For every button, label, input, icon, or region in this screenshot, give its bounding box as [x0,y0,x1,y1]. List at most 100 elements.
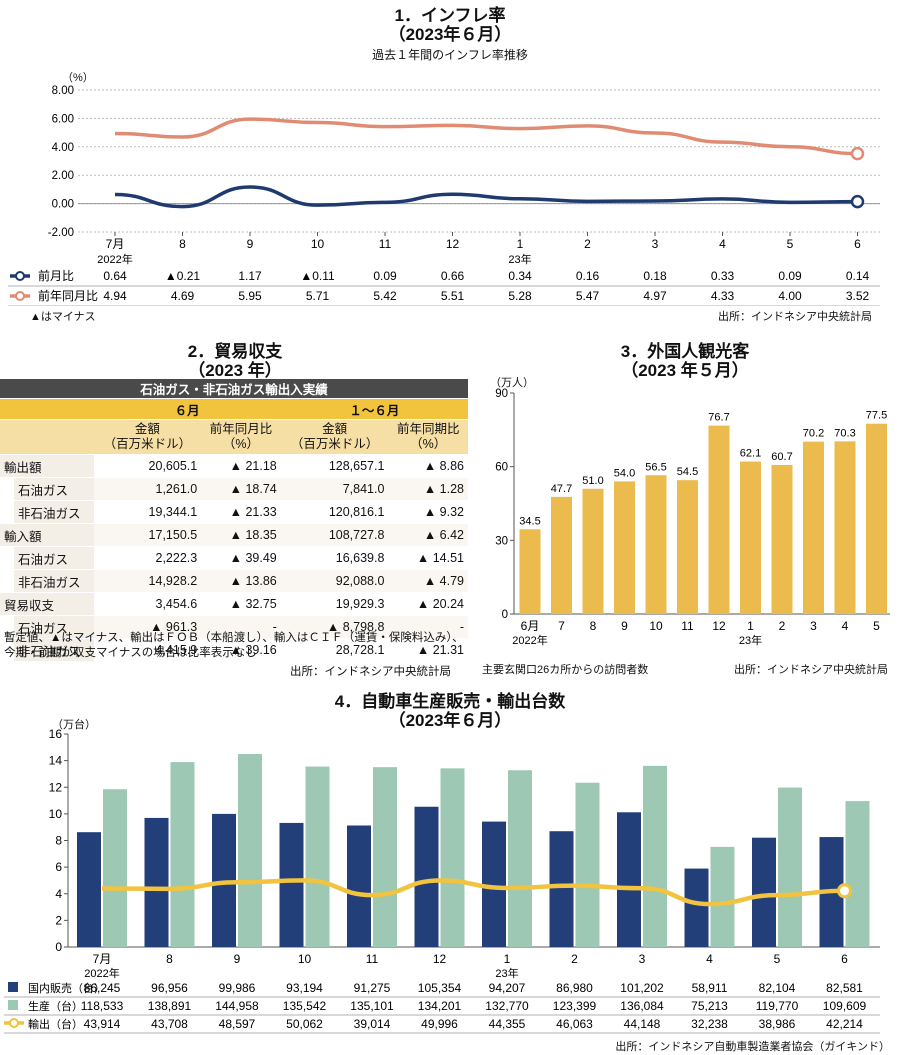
bar [803,441,824,614]
bar-production [305,766,330,947]
trade-row-label: 石油ガス [14,615,94,639]
bar [551,496,572,614]
trade-row-label: 非石油ガス [14,638,94,662]
trade-period2: １～６月 [280,398,468,420]
table-cell: 1.17 [238,269,262,283]
bar-value-label: 47.7 [551,483,572,495]
trade-row-label: 石油ガス [14,477,94,501]
table-cell: 0.33 [711,269,735,283]
x-tick-label: 9 [247,237,254,251]
trade-cell-yoy2: ▲ 14.51 [388,546,468,570]
table-cell: 82,104 [759,981,796,995]
table-cell: 135,542 [283,999,327,1013]
table-cell: 86,245 [84,981,121,995]
legend-swatch [8,1000,18,1010]
x-tick-label: 2 [779,619,786,633]
y-tick-label: 4 [55,887,62,901]
bar-production [575,782,600,947]
bar-value-label: 34.5 [519,515,540,527]
y-tick-label: 8 [55,834,62,848]
x-tick-label: 4 [719,237,726,251]
x-tick-label: 2 [584,237,591,251]
trade-row-indent [0,477,14,501]
bar-production [845,801,870,947]
trade-cell-amount2: 19,929.3 [280,592,389,616]
series-line-mom [114,185,858,209]
table-cell: 105,354 [418,981,462,995]
trade-cell-yoy: ▲ 21.18 [201,454,281,478]
bar [708,425,730,614]
table-cell: 138,891 [148,999,192,1013]
table-row-label: 前年同月比 [38,288,98,303]
bar-production [508,770,532,947]
table-cell: 94,207 [489,981,526,995]
trade-cell-yoy2: ▲ 21.31 [388,638,468,662]
bar-production [710,846,735,947]
table-cell: 43,708 [151,1017,188,1031]
table-cell: 144,958 [215,999,259,1013]
table-cell: 136,084 [620,999,664,1013]
auto-table: 国内販売（台）86,245 96,956 99,986 93,194 91,275 105… [4,981,880,1034]
trade-cell-yoy: ▲ 32.75 [201,592,281,616]
trade-table: 石油ガス・非石油ガス輸出入実績 ６月 １～６月 金額 （百万米ドル） 前年同月比… [0,379,468,662]
tourist-caption: 主要玄関口26カ所からの訪問者数 [482,664,649,676]
x-year-label: 2022年 [512,633,547,647]
bar-value-label: 77.5 [866,410,887,422]
bar [771,464,793,614]
x-tick-label: 5 [873,619,880,633]
table-cell: 5.51 [441,289,465,303]
x-tick-label: 4 [706,952,713,966]
bar-domestic-sales [77,832,101,947]
legend-marker [15,291,25,301]
x-year-label: 2022年 [97,252,132,266]
trade-cell-yoy: ▲ 18.74 [201,477,281,501]
series-line-exports [101,878,845,907]
y-tick-label: 60 [495,462,508,474]
x-year-label: 2022年 [84,966,119,980]
series-end-marker [850,146,865,161]
x-tick-label: 5 [787,237,794,251]
table-cell: 0.09 [778,269,802,283]
table-cell: ▲0.21 [165,269,201,283]
bar-domestic-sales [549,831,574,947]
bar-production [103,789,127,947]
trade-cell-amount2: 92,088.0 [280,569,389,593]
legend-marker [15,271,25,281]
auto-title: 4．自動車生産販売・輸出台数 （2023年６月） [0,692,900,730]
table-cell: 42,214 [826,1017,863,1031]
table-cell: 4.33 [711,289,735,303]
trade-row-label: 非石油ガス [14,500,94,524]
trade-cell-amount: 2,222.3 [93,546,202,570]
x-year-label: 23年 [508,252,531,266]
y-tick-label: 0.00 [52,199,74,211]
table-cell: 4.97 [643,289,667,303]
bar-value-label: 60.7 [771,451,792,463]
y-tick-label: 0 [502,609,508,621]
table-cell: 132,770 [485,999,529,1013]
table-row-label: 生産（台） [28,999,83,1013]
table-cell: 119,770 [756,999,799,1013]
bar-value-label: 51.0 [582,475,603,487]
trade-cell-yoy2: - [388,615,468,639]
inflation-note: ▲はマイナス [30,311,96,323]
y-tick-label: 10 [49,807,63,821]
trade-note: 暫定値、▲はマイナス、輸出はＦＯＢ（本船渡し）、輸入はＣＩＦ（運賃・保険料込み）… [4,632,464,659]
inflation-caption: 過去１年間のインフレ率推移 [372,48,528,62]
trade-cell-yoy2: ▲ 9.32 [388,500,468,524]
trade-cell-yoy: - [201,615,281,639]
x-tick-label: 11 [681,619,694,633]
y-tick-label: 30 [495,535,508,547]
tourist-unit: （万人） [490,377,534,389]
bar-domestic-sales [684,868,709,947]
table-cell: 0.34 [508,269,532,283]
tourist-title-text: 3．外国人観光客 [620,342,750,361]
table-cell: 5.95 [238,289,262,303]
table-cell: 4.69 [171,289,195,303]
trade-cell-amount: 19,344.1 [93,500,202,524]
trade-cell-amount: 20,605.1 [93,454,202,478]
x-tick-label: 11 [366,952,379,966]
trade-title-text: 2．貿易収支 [187,342,283,361]
trade-row-indent [0,615,14,639]
x-tick-label: 1 [517,237,524,251]
